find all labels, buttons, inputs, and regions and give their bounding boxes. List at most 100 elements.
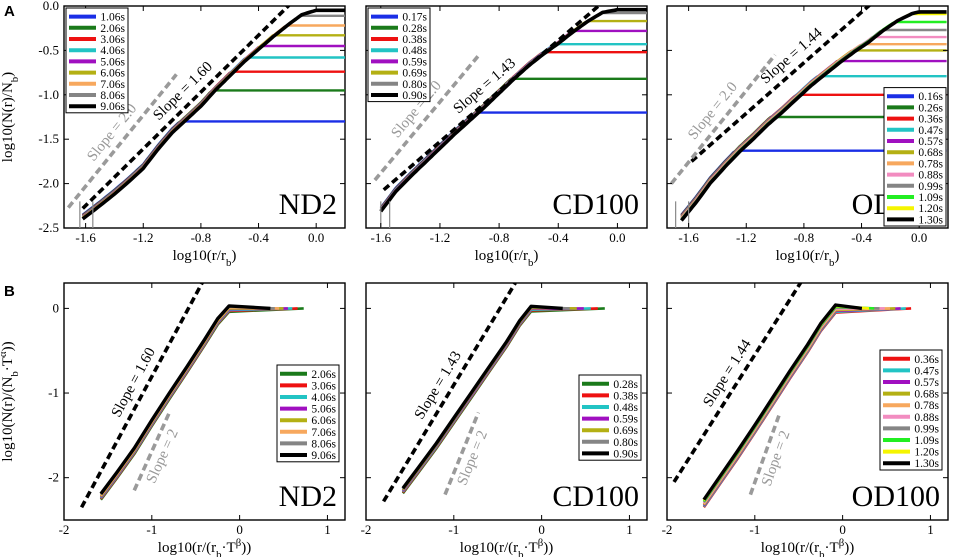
- panel-letter-b: B: [4, 283, 15, 300]
- y-tick-label: -1: [48, 385, 59, 400]
- plot-area: [373, 6, 647, 228]
- legend-label: 0.99s: [914, 423, 939, 435]
- legend-label: 0.59s: [613, 414, 638, 426]
- y-tick-label: -1.0: [38, 87, 59, 102]
- x-axis-label: log10(r/(rb·Tβ)): [460, 537, 553, 557]
- x-tick-label: -1.6: [678, 230, 699, 245]
- legend-label: 1.30s: [918, 214, 943, 226]
- sample-name: ND2: [279, 480, 337, 513]
- legend-label: 0.26s: [918, 102, 943, 114]
- legend-label: 0.59s: [402, 56, 427, 68]
- sample-name: ND2: [279, 188, 337, 221]
- legend-label: 0.90s: [613, 448, 638, 460]
- x-tick-label: -1: [146, 522, 157, 537]
- legend: 0.36s0.47s0.57s0.68s0.78s0.88s0.99s1.09s…: [879, 349, 943, 471]
- x-tick-label: 1: [927, 522, 934, 537]
- legend-label: 1.06s: [100, 12, 125, 24]
- x-tick-label: -0.8: [191, 230, 212, 245]
- legend-label: 1.09s: [918, 192, 943, 204]
- legend-label: 0.68s: [918, 147, 943, 159]
- legend-label: 7.06s: [311, 427, 336, 439]
- x-tick-label: -0.8: [794, 230, 815, 245]
- slope-line-reference: [66, 73, 178, 209]
- series-line-9-06s: [99, 304, 271, 495]
- legend-label: 0.38s: [613, 390, 638, 402]
- legend-label: 1.30s: [914, 458, 939, 470]
- x-axis-label: log10(r/rb): [475, 248, 539, 269]
- x-axis-label: log10(r/rb): [173, 248, 237, 269]
- legend-label: 0.47s: [918, 125, 943, 137]
- x-tick-label: -1.6: [370, 230, 391, 245]
- legend-label: 4.06s: [311, 392, 336, 404]
- legend-label: 3.06s: [100, 34, 125, 46]
- series-line-9-06s: [81, 8, 345, 221]
- legend-box: [883, 87, 947, 227]
- legend-box: [276, 364, 340, 463]
- legend-label: 0.28s: [402, 23, 427, 35]
- y-tick-label: -1.5: [38, 131, 59, 146]
- legend-label: 7.06s: [100, 79, 125, 91]
- x-tick-label: 1: [324, 522, 331, 537]
- x-tick-label: -0.8: [489, 230, 510, 245]
- sample-name: OD100: [852, 480, 940, 513]
- x-tick-label: 0: [236, 522, 243, 537]
- legend-label: 0.48s: [613, 402, 638, 414]
- legend-label: 6.06s: [311, 415, 336, 427]
- slope-line-reference: [669, 53, 777, 185]
- slope-line-reference: [443, 411, 481, 496]
- slope-line-reference: [373, 54, 480, 182]
- y-tick-label: -2.0: [38, 176, 59, 191]
- x-axis-label: log10(r/(rb·Tβ)): [761, 537, 854, 557]
- legend-label: 0.47s: [914, 365, 939, 377]
- slope-line-reference: [748, 413, 782, 496]
- legend-label: 0.78s: [914, 400, 939, 412]
- slope-line-fit: [382, 283, 517, 503]
- panel-letter-a: A: [4, 3, 15, 20]
- legend-label: 0.69s: [402, 68, 427, 80]
- legend-label: 5.06s: [311, 404, 336, 416]
- legend-label: 0.90s: [402, 90, 427, 102]
- legend-label: 0.88s: [918, 170, 943, 182]
- plot-area: [669, 6, 947, 228]
- legend-box: [367, 7, 431, 103]
- legend: 0.16s0.26s0.36s0.47s0.57s0.68s0.78s0.88s…: [883, 87, 947, 227]
- legend-label: 0.48s: [402, 45, 427, 57]
- legend-label: 0.88s: [914, 412, 939, 424]
- slope-line-fit: [690, 6, 872, 163]
- legend-label: 0.80s: [613, 437, 638, 449]
- x-tick-label: -0.4: [248, 230, 269, 245]
- x-axis-label: log10(r/rb): [776, 248, 840, 269]
- x-tick-label: -1.6: [75, 230, 96, 245]
- x-tick-label: -2: [59, 522, 70, 537]
- y-tick-label: -0.5: [38, 42, 59, 57]
- x-axis-label: log10(r/(rb·Tβ)): [158, 537, 251, 557]
- legend-label: 5.06s: [100, 56, 125, 68]
- x-tick-label: -2: [361, 522, 372, 537]
- y-tick-label: -2: [48, 470, 59, 485]
- slope-line-fit: [79, 283, 205, 509]
- legend-label: 0.17s: [402, 12, 427, 24]
- legend-label: 6.06s: [100, 68, 125, 80]
- slope-line-fit: [81, 6, 291, 210]
- legend-label: 1.20s: [914, 447, 939, 459]
- x-tick-label: -0.4: [851, 230, 872, 245]
- plot-area: [672, 283, 912, 509]
- x-tick-label: 0: [839, 522, 846, 537]
- series-line-1-30s: [680, 10, 947, 222]
- legend-label: 8.06s: [100, 90, 125, 102]
- slope-line-fit: [382, 6, 602, 192]
- slope-line-fit: [672, 283, 803, 483]
- x-tick-label: 1: [626, 522, 633, 537]
- legend-label: 0.68s: [914, 389, 939, 401]
- legend-label: 0.99s: [918, 181, 943, 193]
- legend-label: 0.80s: [402, 79, 427, 91]
- y-axis-label: log10(N(r)/(Nb·Tα)): [0, 341, 21, 461]
- plot-area: [66, 6, 345, 228]
- legend-label: 9.06s: [311, 450, 336, 462]
- legend-label: 0.36s: [918, 114, 943, 126]
